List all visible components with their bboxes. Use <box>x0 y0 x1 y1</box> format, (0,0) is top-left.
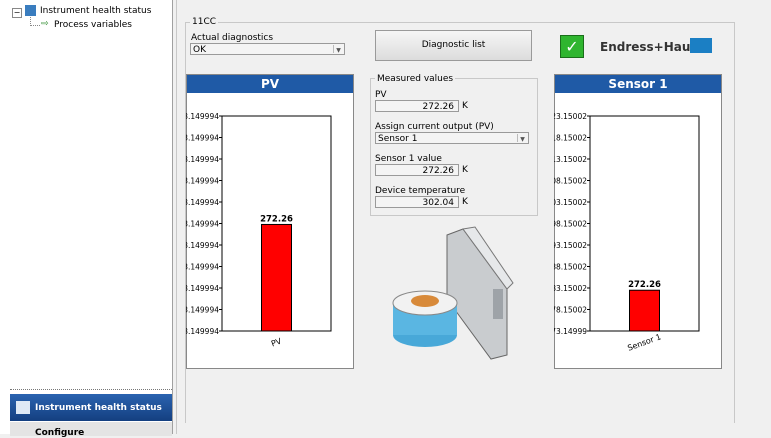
nav-icon <box>16 401 30 414</box>
logo-mark <box>690 38 712 53</box>
dropdown-arrow: ▼ <box>333 45 343 54</box>
y-tick-label: 913.15002 <box>554 155 587 164</box>
y-tick-label: 283.15002 <box>554 284 587 293</box>
din-top <box>462 226 514 290</box>
sensor-chart: Sensor 1 123.15002 018.15002 913.15002 808.1… <box>554 74 722 369</box>
temp-label: Device temperature <box>375 186 466 196</box>
y-tick-label: 123.15002 <box>554 112 587 121</box>
y-tick-label: 493.15002 <box>554 241 587 250</box>
arrow-icon: ⇨ <box>41 19 49 29</box>
bar <box>261 223 292 332</box>
diagnostics-value: OK <box>193 45 206 55</box>
y-tick-label: 93.149994 <box>186 198 219 207</box>
y-tick-label: 178.15002 <box>554 306 587 315</box>
nav-label: Instrument health status <box>35 403 162 413</box>
y-tick-label: 33.149994 <box>186 155 219 164</box>
panel-header <box>187 75 353 93</box>
assign-value: Sensor 1 <box>378 134 418 144</box>
measured-box: Measured values PV 272.26 K Assign curre… <box>370 74 538 216</box>
sensor-label: Sensor 1 value <box>375 154 442 164</box>
data-label: 272.26 <box>628 280 661 290</box>
assign-label: Assign current output (PV) <box>375 122 494 132</box>
y-tick-label: 018.15002 <box>554 134 587 143</box>
tree-child[interactable]: Process variables <box>54 20 132 30</box>
home-icon <box>25 5 36 16</box>
y-tick-label: 13.149994 <box>186 284 219 293</box>
tree-root[interactable]: Instrument health status <box>40 6 152 16</box>
assign-dropdown[interactable]: Sensor 1 ▼ <box>375 132 529 144</box>
diagnostics-label: Actual diagnostics <box>191 33 274 43</box>
logo-text: Endress+Hauser <box>600 40 712 54</box>
pv-chart: PV 73.149994 53.149994 33.149994 13.149994 93… <box>186 74 354 369</box>
y-tick-label: 808.15002 <box>554 177 587 186</box>
head-wires <box>411 295 439 307</box>
sensor-unit: K <box>462 165 468 175</box>
left-panel: − Instrument health status ⇨ Process var… <box>0 0 173 438</box>
nav-label: Configure <box>35 428 85 438</box>
panel-header <box>555 75 721 93</box>
diagnostics-dropdown[interactable]: OK ▼ <box>190 43 345 55</box>
group-title: 11CC <box>190 17 219 27</box>
x-tick-label: PV <box>270 336 283 348</box>
tree-line <box>30 17 40 26</box>
y-tick-label: 73.14999 <box>554 327 587 336</box>
nav-item[interactable]: Instrument health status <box>10 394 172 421</box>
y-tick-label: 13.149994 <box>186 177 219 186</box>
bar <box>629 289 660 332</box>
pv-unit: K <box>462 101 468 111</box>
y-tick-label: 703.15002 <box>554 198 587 207</box>
device-image <box>392 226 514 360</box>
y-tick-label: 598.15002 <box>554 220 587 229</box>
y-tick-label: 73.149994 <box>186 112 219 121</box>
din-terminal <box>493 289 503 319</box>
y-tick-label: 73.149994 <box>186 220 219 229</box>
measured-title: Measured values <box>375 74 456 84</box>
temp-value: 302.04 <box>375 196 459 208</box>
chart-title: Sensor 1 <box>608 77 667 91</box>
group-box <box>185 22 735 423</box>
y-tick-label: 53.149994 <box>186 241 219 250</box>
nav-item[interactable]: Configure <box>10 422 172 438</box>
button-label: Diagnostic list <box>421 40 486 50</box>
dropdown-arrow: ▼ <box>517 134 527 143</box>
collapse-icon[interactable]: − <box>12 8 22 18</box>
pv-value: 272.26 <box>375 100 459 112</box>
y-tick-label: 388.15002 <box>554 263 587 272</box>
diagnostic-list-button[interactable]: Diagnostic list <box>375 30 532 61</box>
sensor-value: 272.26 <box>375 164 459 176</box>
data-label: 272.26 <box>260 214 293 224</box>
y-tick-label: 93.149994 <box>186 306 219 315</box>
y-tick-label: 53.149994 <box>186 134 219 143</box>
y-tick-label: 73.149994 <box>186 327 219 336</box>
pv-label: PV <box>375 90 387 100</box>
splitter <box>10 389 172 393</box>
temp-unit: K <box>462 197 468 207</box>
y-tick-label: 33.149994 <box>186 263 219 272</box>
status-ok-icon: ✓ <box>560 35 584 58</box>
chart-title: PV <box>261 77 280 91</box>
